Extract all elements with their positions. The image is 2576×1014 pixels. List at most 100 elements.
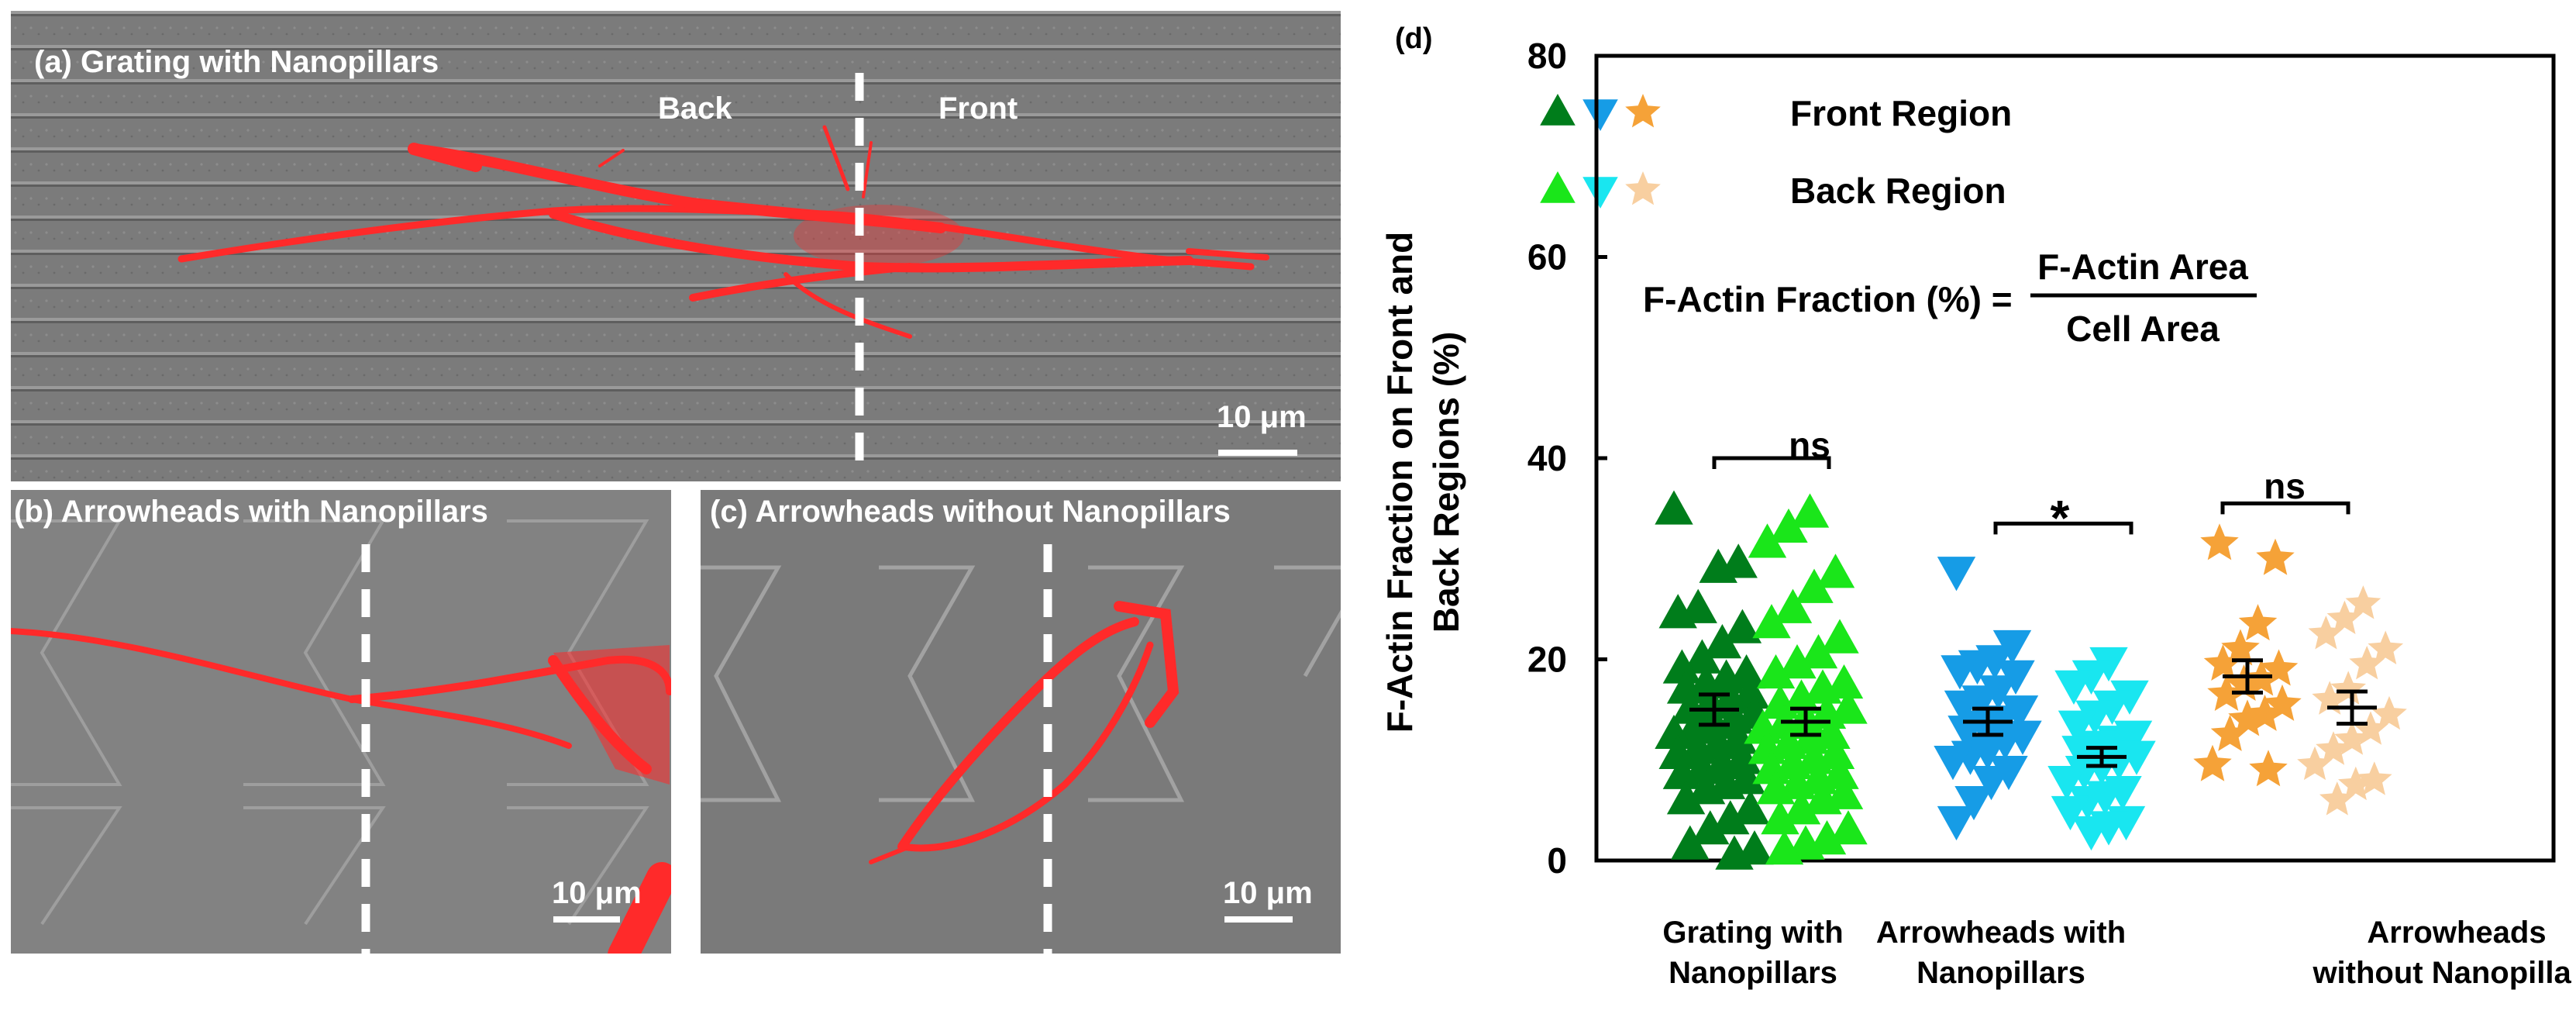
data-point xyxy=(1666,669,1706,704)
data-point xyxy=(2249,750,2288,787)
front-label: Front xyxy=(938,91,1018,126)
series-4 xyxy=(2047,647,2156,851)
data-point xyxy=(2326,600,2363,635)
data-point xyxy=(2075,700,2114,735)
series-5 xyxy=(2193,523,2302,787)
panel-c-micrograph: (c) Arrowheads without Nanopillars 10 μm xyxy=(701,490,1341,954)
data-point xyxy=(2319,781,2355,816)
data-point xyxy=(1816,734,1855,769)
y-tick-label: 80 xyxy=(1527,36,1567,76)
series-6 xyxy=(2297,585,2407,816)
data-point xyxy=(1778,643,1817,679)
x-label-group-2-line1: Arrowheads with xyxy=(1876,916,2126,950)
data-point xyxy=(1658,734,1697,769)
data-point xyxy=(1934,746,1972,781)
legend: Front Region Back Region xyxy=(1540,93,2012,211)
x-label-group-1-line2: Nanopillars xyxy=(1669,956,1837,990)
data-point xyxy=(1786,825,1825,860)
significance-bracket xyxy=(1993,521,2133,535)
x-group-labels: Grating with Nanopillars Arrowheads with… xyxy=(1662,916,2573,990)
data-point xyxy=(1820,754,1859,789)
data-point xyxy=(2089,647,2128,682)
data-point xyxy=(1799,634,1838,669)
data-point xyxy=(1662,649,1702,684)
data-point xyxy=(2068,785,2107,821)
data-point xyxy=(1937,805,1976,841)
data-point xyxy=(1989,756,2028,791)
data-point xyxy=(2207,674,2246,711)
data-point xyxy=(2058,710,2097,745)
data-point xyxy=(1699,548,1737,583)
data-point xyxy=(1752,750,1791,785)
data-point xyxy=(1803,780,1842,815)
data-point xyxy=(2308,616,2344,650)
data-point xyxy=(2092,690,2132,725)
y-tick-label: 60 xyxy=(1527,237,1567,278)
data-point xyxy=(1795,568,1834,603)
data-point xyxy=(1744,709,1782,744)
data-point xyxy=(1947,716,1986,750)
data-point xyxy=(1999,695,2039,730)
data-point xyxy=(2256,538,2295,575)
formula-lhs: F-Actin Fraction (%) = xyxy=(1643,279,2013,319)
data-point xyxy=(1748,729,1787,764)
data-point xyxy=(1799,760,1838,795)
significance-label-3: ns xyxy=(2264,466,2306,506)
data-point xyxy=(1752,604,1791,639)
panel-a-micrograph: (a) Grating with Nanopillars Back Front … xyxy=(11,11,1341,481)
data-point xyxy=(2221,629,2260,666)
data-point xyxy=(1944,690,1983,725)
data-point xyxy=(1773,744,1813,779)
data-point xyxy=(2356,761,2392,795)
legend-front-marker xyxy=(1540,94,1576,126)
data-point xyxy=(1820,619,1859,654)
data-point xyxy=(2210,714,2250,751)
data-point xyxy=(2228,699,2267,736)
data-point xyxy=(2368,630,2404,664)
y-tick-label: 20 xyxy=(1527,640,1567,680)
data-point xyxy=(1765,830,1804,865)
data-point xyxy=(1790,493,1830,528)
data-point xyxy=(1666,780,1706,815)
data-point xyxy=(1711,800,1750,835)
data-point xyxy=(2071,816,2111,851)
data-point xyxy=(1682,639,1722,674)
back-label: Back xyxy=(658,91,732,126)
x-label-group-3-line1: Arrowheads xyxy=(2367,916,2546,950)
data-point xyxy=(1937,557,1976,592)
data-point xyxy=(1703,624,1742,659)
significance-labels: ns * ns xyxy=(1789,425,2306,546)
data-point xyxy=(2345,585,2381,619)
data-point xyxy=(1658,594,1697,629)
data-point xyxy=(1972,766,2011,801)
data-point xyxy=(1803,669,1842,704)
scale-bar-a xyxy=(1218,450,1297,456)
data-point xyxy=(1773,588,1813,623)
data-point xyxy=(1748,523,1787,558)
data-point xyxy=(2051,795,2090,831)
panel-c-label: (c) Arrowheads without Nanopillars xyxy=(710,495,1231,529)
data-point xyxy=(1829,689,1868,724)
data-point xyxy=(2047,766,2086,801)
arrowhead-pattern-c xyxy=(701,565,1341,802)
data-point xyxy=(1778,764,1817,799)
data-point xyxy=(2071,660,2111,695)
legend-back-markers xyxy=(1540,171,1661,209)
y-tick-label: 40 xyxy=(1527,438,1567,478)
formula-denominator: Cell Area xyxy=(2066,309,2220,349)
data-point xyxy=(1671,825,1710,860)
y-tick-label: 0 xyxy=(1547,840,1567,881)
data-point xyxy=(2337,766,2374,801)
legend-back-marker xyxy=(1625,171,1661,205)
formula: F-Actin Fraction (%) = F-Actin Area Cell… xyxy=(1643,247,2257,349)
legend-front-marker xyxy=(1582,99,1618,131)
legend-back-marker xyxy=(1582,177,1618,209)
data-point xyxy=(2110,680,2149,715)
y-tick-labels: 0 20 40 60 80 xyxy=(1527,36,1567,881)
data-point xyxy=(1782,679,1821,714)
data-point xyxy=(1812,714,1851,750)
data-point xyxy=(1829,810,1868,845)
chart-panel-label: (d) xyxy=(1395,22,1433,55)
scale-label-b: 10 μm xyxy=(552,876,642,910)
data-point xyxy=(1662,754,1702,789)
